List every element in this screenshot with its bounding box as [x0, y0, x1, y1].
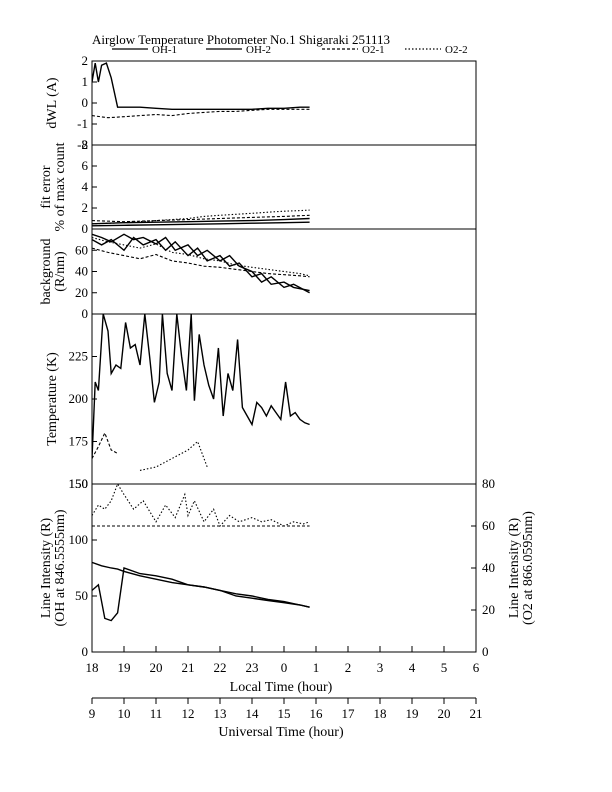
- ylabel2-background: (R/nm): [53, 251, 68, 292]
- ylabel-temperature: Temperature (K): [45, 352, 60, 446]
- universal-tick-label: 21: [470, 706, 483, 721]
- panel-temperature: 225 200 175 150 Temperature (K): [45, 313, 477, 491]
- ytick-label-temperature: 225: [69, 349, 89, 364]
- local-tick-label: 22: [214, 660, 227, 675]
- series-temperature-oh-1: [92, 314, 310, 459]
- ytick-label-fit-error: 2: [82, 200, 89, 215]
- ylabel-right-intensity: Line Intensity (R): [507, 518, 522, 619]
- legend-label-o2-2: O2-2: [445, 44, 468, 56]
- ytick-label-background: 0: [82, 306, 89, 321]
- series-fit-error-o2-1: [92, 214, 310, 223]
- ytick-right-label-intensity: 80: [482, 476, 495, 491]
- ylabel-dwl: dWL (A): [45, 77, 60, 129]
- legend: OH-1 OH-2 O2-1 O2-2: [112, 44, 468, 56]
- local-tick-label: 1: [313, 660, 320, 675]
- universal-tick-label: 13: [214, 706, 227, 721]
- x-axes: 18 19 20 21 22 23 0 1 2 3 4 5 69 10 11 12 13 14 15 16 17 18 19…: [86, 646, 483, 721]
- ytick-label-intensity: 100: [69, 532, 89, 547]
- legend-label-oh-1: OH-1: [152, 44, 177, 56]
- local-tick-label: 5: [441, 660, 448, 675]
- ytick-right-label-intensity: 60: [482, 518, 495, 533]
- ytick-label-dwl: 1: [82, 74, 89, 89]
- universal-tick-label: 16: [310, 706, 324, 721]
- universal-tick-label: 20: [438, 706, 451, 721]
- ytick-label-dwl: -2: [77, 137, 88, 152]
- legend-label-o2-1: O2-1: [362, 44, 385, 56]
- ytick-right-label-intensity: 20: [482, 602, 495, 617]
- ytick-right-label-intensity: 40: [482, 560, 495, 575]
- universal-tick-label: 11: [150, 706, 163, 721]
- ytick-label-intensity: 50: [75, 588, 88, 603]
- local-tick-label: 2: [345, 660, 352, 675]
- universal-tick-label: 10: [118, 706, 131, 721]
- series-intensity-oh-1: [92, 561, 310, 608]
- ytick-label-temperature: 175: [69, 434, 89, 449]
- universal-tick-label: 17: [342, 706, 356, 721]
- series-background-oh-1: [92, 233, 310, 294]
- local-tick-label: 3: [377, 660, 384, 675]
- panel-dwl: 2 1 0 -1 -2 dWL (A): [45, 53, 477, 152]
- ytick-label-fit-error: 4: [82, 179, 89, 194]
- ytick-label-dwl: 0: [82, 95, 89, 110]
- series-background-o2-2: [92, 236, 310, 277]
- local-time-label: Local Time (hour): [230, 680, 333, 695]
- ytick-label-dwl: 2: [82, 53, 89, 68]
- panel-fit-error: 8 6 4 2 0 fit error% of max count: [39, 137, 477, 236]
- universal-tick-label: 18: [374, 706, 387, 721]
- panel-background: 60 40 20 0 background (R/nm): [39, 228, 477, 321]
- local-tick-label: 0: [281, 660, 288, 675]
- series-background-o2-1: [92, 247, 310, 278]
- series-background-oh-2: [92, 236, 310, 292]
- panel-frame-intensity: [91, 483, 477, 653]
- ytick-label-dwl: -1: [77, 116, 88, 131]
- legend-label-oh-2: OH-2: [246, 44, 271, 56]
- ytick-label-fit-error: 8: [82, 137, 89, 152]
- local-tick-label: 21: [182, 660, 195, 675]
- ylabel-background: background: [39, 238, 54, 304]
- local-tick-label: 6: [473, 660, 480, 675]
- series-dwl-oh-1: [92, 62, 310, 111]
- local-tick-label: 18: [86, 660, 99, 675]
- universal-tick-label: 14: [246, 706, 260, 721]
- ytick-label-temperature: 150: [69, 476, 89, 491]
- series-fit-error-oh-1: [92, 221, 310, 227]
- ytick-label-background: 40: [75, 264, 88, 279]
- universal-tick-label: 19: [406, 706, 419, 721]
- universal-tick-label: 9: [89, 706, 96, 721]
- panel-frame-dwl: [91, 60, 477, 146]
- ytick-label-background: 60: [75, 242, 88, 257]
- local-tick-label: 20: [150, 660, 163, 675]
- ytick-label-fit-error: 6: [82, 158, 89, 173]
- universal-tick-label: 15: [278, 706, 291, 721]
- ylabel-intensity: Line Intensity (R): [39, 518, 54, 619]
- local-tick-label: 4: [409, 660, 416, 675]
- ytick-label-fit-error: 0: [82, 221, 89, 236]
- series-intensity-oh-2: [92, 567, 310, 622]
- chart-title: Airglow Temperature Photometer No.1 Shig…: [92, 32, 390, 47]
- series-intensity-o2-2: [92, 484, 310, 528]
- ylabel2-right-intensity: (O2 at 866.0595nm): [521, 511, 536, 625]
- series-temperature-o2-2: [139, 440, 208, 471]
- ytick-label-background: 20: [75, 285, 88, 300]
- universal-time-label: Universal Time (hour): [218, 725, 344, 740]
- universal-tick-label: 12: [182, 706, 195, 721]
- series-fit-error-oh-2: [92, 217, 310, 225]
- ytick-right-label-intensity: 0: [482, 644, 489, 659]
- ytick-label-intensity: 0: [82, 644, 89, 659]
- local-tick-label: 23: [246, 660, 259, 675]
- ytick-label-intensity: 150: [69, 476, 89, 491]
- ytick-label-temperature: 200: [69, 391, 89, 406]
- local-tick-label: 19: [118, 660, 131, 675]
- ylabel-fit-error: fit error: [39, 165, 54, 208]
- series-dwl-o2-1: [92, 108, 310, 119]
- series-temperature-o2-1: [92, 431, 118, 459]
- ylabel2-intensity: (OH at 846.5555nm): [53, 509, 68, 626]
- ylabel2-fit-error: % of max count: [53, 142, 68, 231]
